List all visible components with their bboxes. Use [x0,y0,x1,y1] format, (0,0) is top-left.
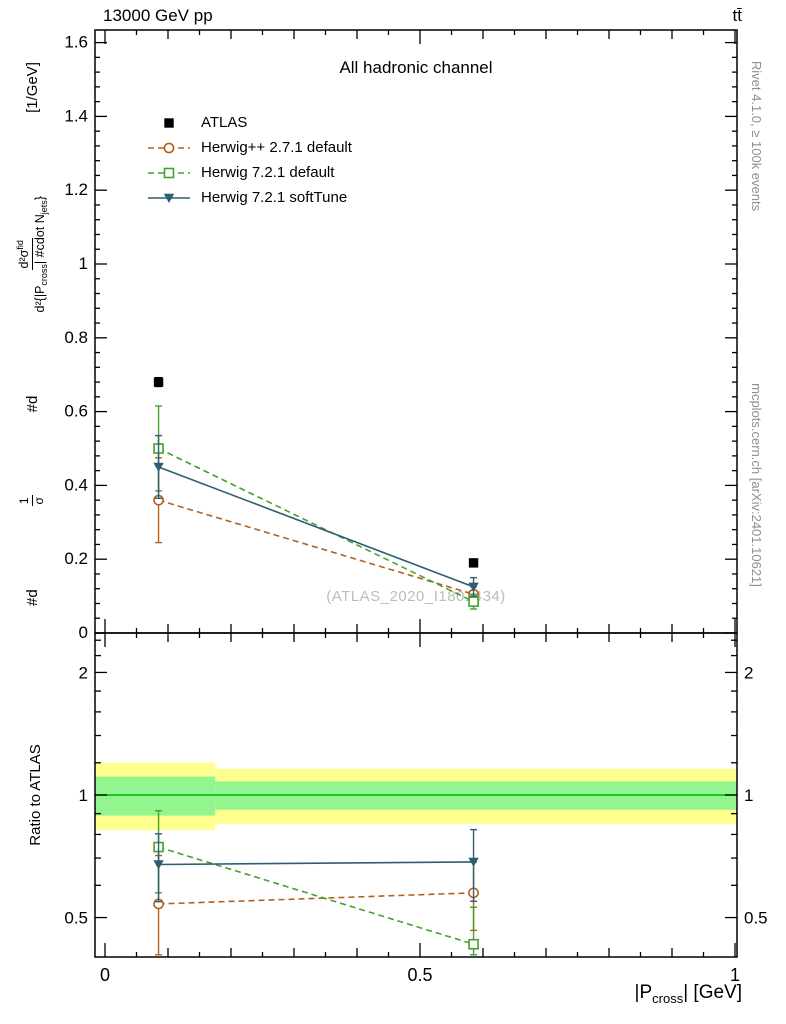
marker-square-open [468,938,479,950]
marker-square-filled [153,377,164,387]
ylabel-part: #d [23,395,41,413]
herwig7-softtune-marker-swatch [146,188,192,208]
tick-label: 0.4 [64,475,88,494]
tick-label: 0.6 [64,402,88,421]
tick-label: 1.6 [64,33,88,52]
series-line [158,892,474,905]
legend-swatch-graphic [148,167,190,178]
legend-swatch-graphic [148,193,190,203]
analysis-watermark: (ATLAS_2020_I1801434) [326,588,506,605]
ratio-y-axis-label: Ratio to ATLAS [27,744,44,846]
tick-label: 0 [100,965,110,985]
legend-item-atlas: ATLAS [146,110,352,135]
marker-square-filled [468,558,479,568]
fraction-one-over-sigma: 1 σ [16,495,47,507]
channel-title: All hadronic channel [339,58,493,77]
legend-label: Herwig++ 2.7.1 default [201,139,352,156]
fraction-denominator: σ [31,497,46,505]
tick-label: 0.8 [64,328,88,347]
tick-label: 1 [79,786,88,805]
legend-label: Herwig 7.2.1 softTune [201,189,348,206]
marker-square-open [163,167,175,178]
herwig7-default-marker-swatch [146,163,192,183]
marker-triangle-down [468,582,479,592]
process-title: tt̄ [732,6,742,25]
x-axis-label: |Pcross| [GeV] [634,982,742,1006]
legend-item-herwig7-softtune: Herwig 7.2.1 softTune [146,185,352,210]
tick-label: 0.2 [64,549,88,568]
tick-label: 0.5 [744,909,768,928]
tick-label: 1 [730,965,740,985]
legend-swatch-graphic [148,142,190,153]
series-line [158,447,474,603]
tick-label: 2 [744,663,753,682]
marker-triangle-down [468,857,479,867]
series-line [158,466,474,588]
legend-item-herwig7-default: Herwig 7.2.1 default [146,160,352,185]
series-line [158,499,474,596]
mcplots-reference-text: mcplots.cern.ch [arXiv:2401.10621] [749,383,764,587]
tick-label: 1 [79,254,88,273]
legend-item-herwigpp-default: Herwig++ 2.7.1 default [146,135,352,160]
marker-triangle-down [153,860,164,870]
band-green [94,776,216,816]
marker-square-filled [164,117,174,128]
series-line [158,846,474,945]
atlas-marker-swatch [146,113,192,133]
marker-triangle-down [163,193,175,203]
ylabel-part: [1/GeV] [23,62,41,113]
tick-label: 0.5 [407,965,432,985]
ylabel-part: #d [23,589,41,606]
marker-square-open [468,596,479,607]
rivet-version-text: Rivet 4.1.0, ≥ 100k events [749,60,764,212]
legend-swatch-graphic [164,117,174,128]
series-line [158,861,474,866]
tick-label: 0 [79,623,88,642]
fraction-numerator: d²σfid [15,238,33,271]
beam-energy-title: 13000 GeV pp [103,6,213,25]
tick-label: 2 [79,663,88,682]
legend-label: Herwig 7.2.1 default [201,164,335,181]
fraction-denominator: d²{|Pcross| #cdot Njets} [32,196,49,313]
marker-triangle-down [153,462,164,472]
tick-label: 1.2 [64,180,88,199]
axis-ticks [95,30,737,957]
fraction-numerator: 1 [16,495,33,507]
main-panel-series [153,376,479,610]
marker-circle-open [163,142,175,153]
tick-label: 0.5 [64,909,88,928]
tick-label: 1 [744,786,753,805]
axis-tick-labels: 0 0.2 0.4 0.6 0.8 1 1.2 1.4 1.6 0.5 0.5 1 1 2 2 0 0.5 1 [64,33,767,985]
legend-label: ATLAS [201,114,248,131]
fraction-dsigma: d²σfid d²{|Pcross| #cdot Njets} [15,196,49,312]
legend: ATLAS Herwig++ 2.7.1 default Herwig 7.2.… [146,110,352,210]
uncertainty-bands [94,762,737,831]
main-y-axis-label: #d 1 σ #d d²σfid d²{|Pcross| #cdot Njets… [10,54,54,614]
herwigpp-marker-swatch [146,138,192,158]
tick-label: 1.4 [64,106,88,125]
ratio-panel-series [153,810,479,956]
